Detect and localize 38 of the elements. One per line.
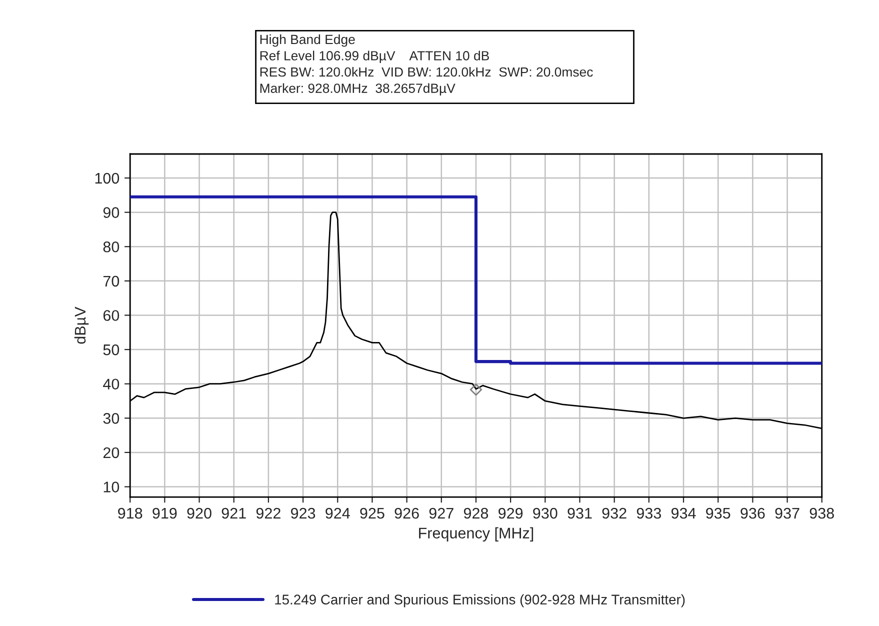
y-tick-label: 70 xyxy=(103,276,120,287)
chart-title: High Band Edge xyxy=(260,34,355,47)
y-tick-label: 10 xyxy=(104,482,120,492)
x-tick-label: 922 xyxy=(256,508,280,519)
x-tick-label: 937 xyxy=(775,508,800,519)
legend-label: 15.249 Carrier and Spurious Emissions (902-928 MHz Transmitter) xyxy=(275,594,685,608)
x-tick-label: 925 xyxy=(360,508,384,519)
text: RES BW: 120.0kHz VID BW: 120.0kHz SWP: 20.0msec xyxy=(260,66,593,77)
x-axis-title: Frequency [MHz] xyxy=(419,527,534,542)
y-tick-label: 80 xyxy=(103,241,120,252)
y-tick-label: 60 xyxy=(103,310,120,321)
x-tick-label: 935 xyxy=(706,508,730,519)
x-tick-label: 928 xyxy=(464,508,488,519)
x-tick-label: 930 xyxy=(533,508,558,519)
x-tick-label: 936 xyxy=(740,508,765,519)
y-tick-label: 100 xyxy=(95,172,120,184)
y-tick-label: 40 xyxy=(103,378,120,390)
x-tick-label: 920 xyxy=(187,508,212,519)
x-tick-label: 926 xyxy=(394,508,419,519)
x-tick-label: 924 xyxy=(326,508,350,519)
y-axis-title: dBµV xyxy=(74,306,89,344)
y-tick-label: 20 xyxy=(103,447,120,458)
y-tick-label: 30 xyxy=(103,413,120,424)
x-tick-label: 931 xyxy=(568,508,592,519)
x-tick-label: 921 xyxy=(222,508,246,519)
x-tick-label: 929 xyxy=(498,508,523,519)
x-tick-label: 938 xyxy=(810,508,834,519)
x-tick-label: 932 xyxy=(602,508,626,519)
y-tick-label: 50 xyxy=(103,344,120,356)
x-tick-label: 933 xyxy=(636,508,661,519)
text: Marker: 928.0MHz 38.2657dBµV xyxy=(260,83,456,96)
x-tick-label: 934 xyxy=(671,508,696,519)
x-tick-label: 919 xyxy=(152,508,177,519)
x-tick-label: 927 xyxy=(429,508,454,519)
x-tick-label: 923 xyxy=(291,508,316,519)
x-tick-label: 918 xyxy=(118,508,142,519)
y-tick-label: 90 xyxy=(103,207,120,218)
text: Ref Level 106.99 dBµV ATTEN 10 dB xyxy=(260,50,489,64)
